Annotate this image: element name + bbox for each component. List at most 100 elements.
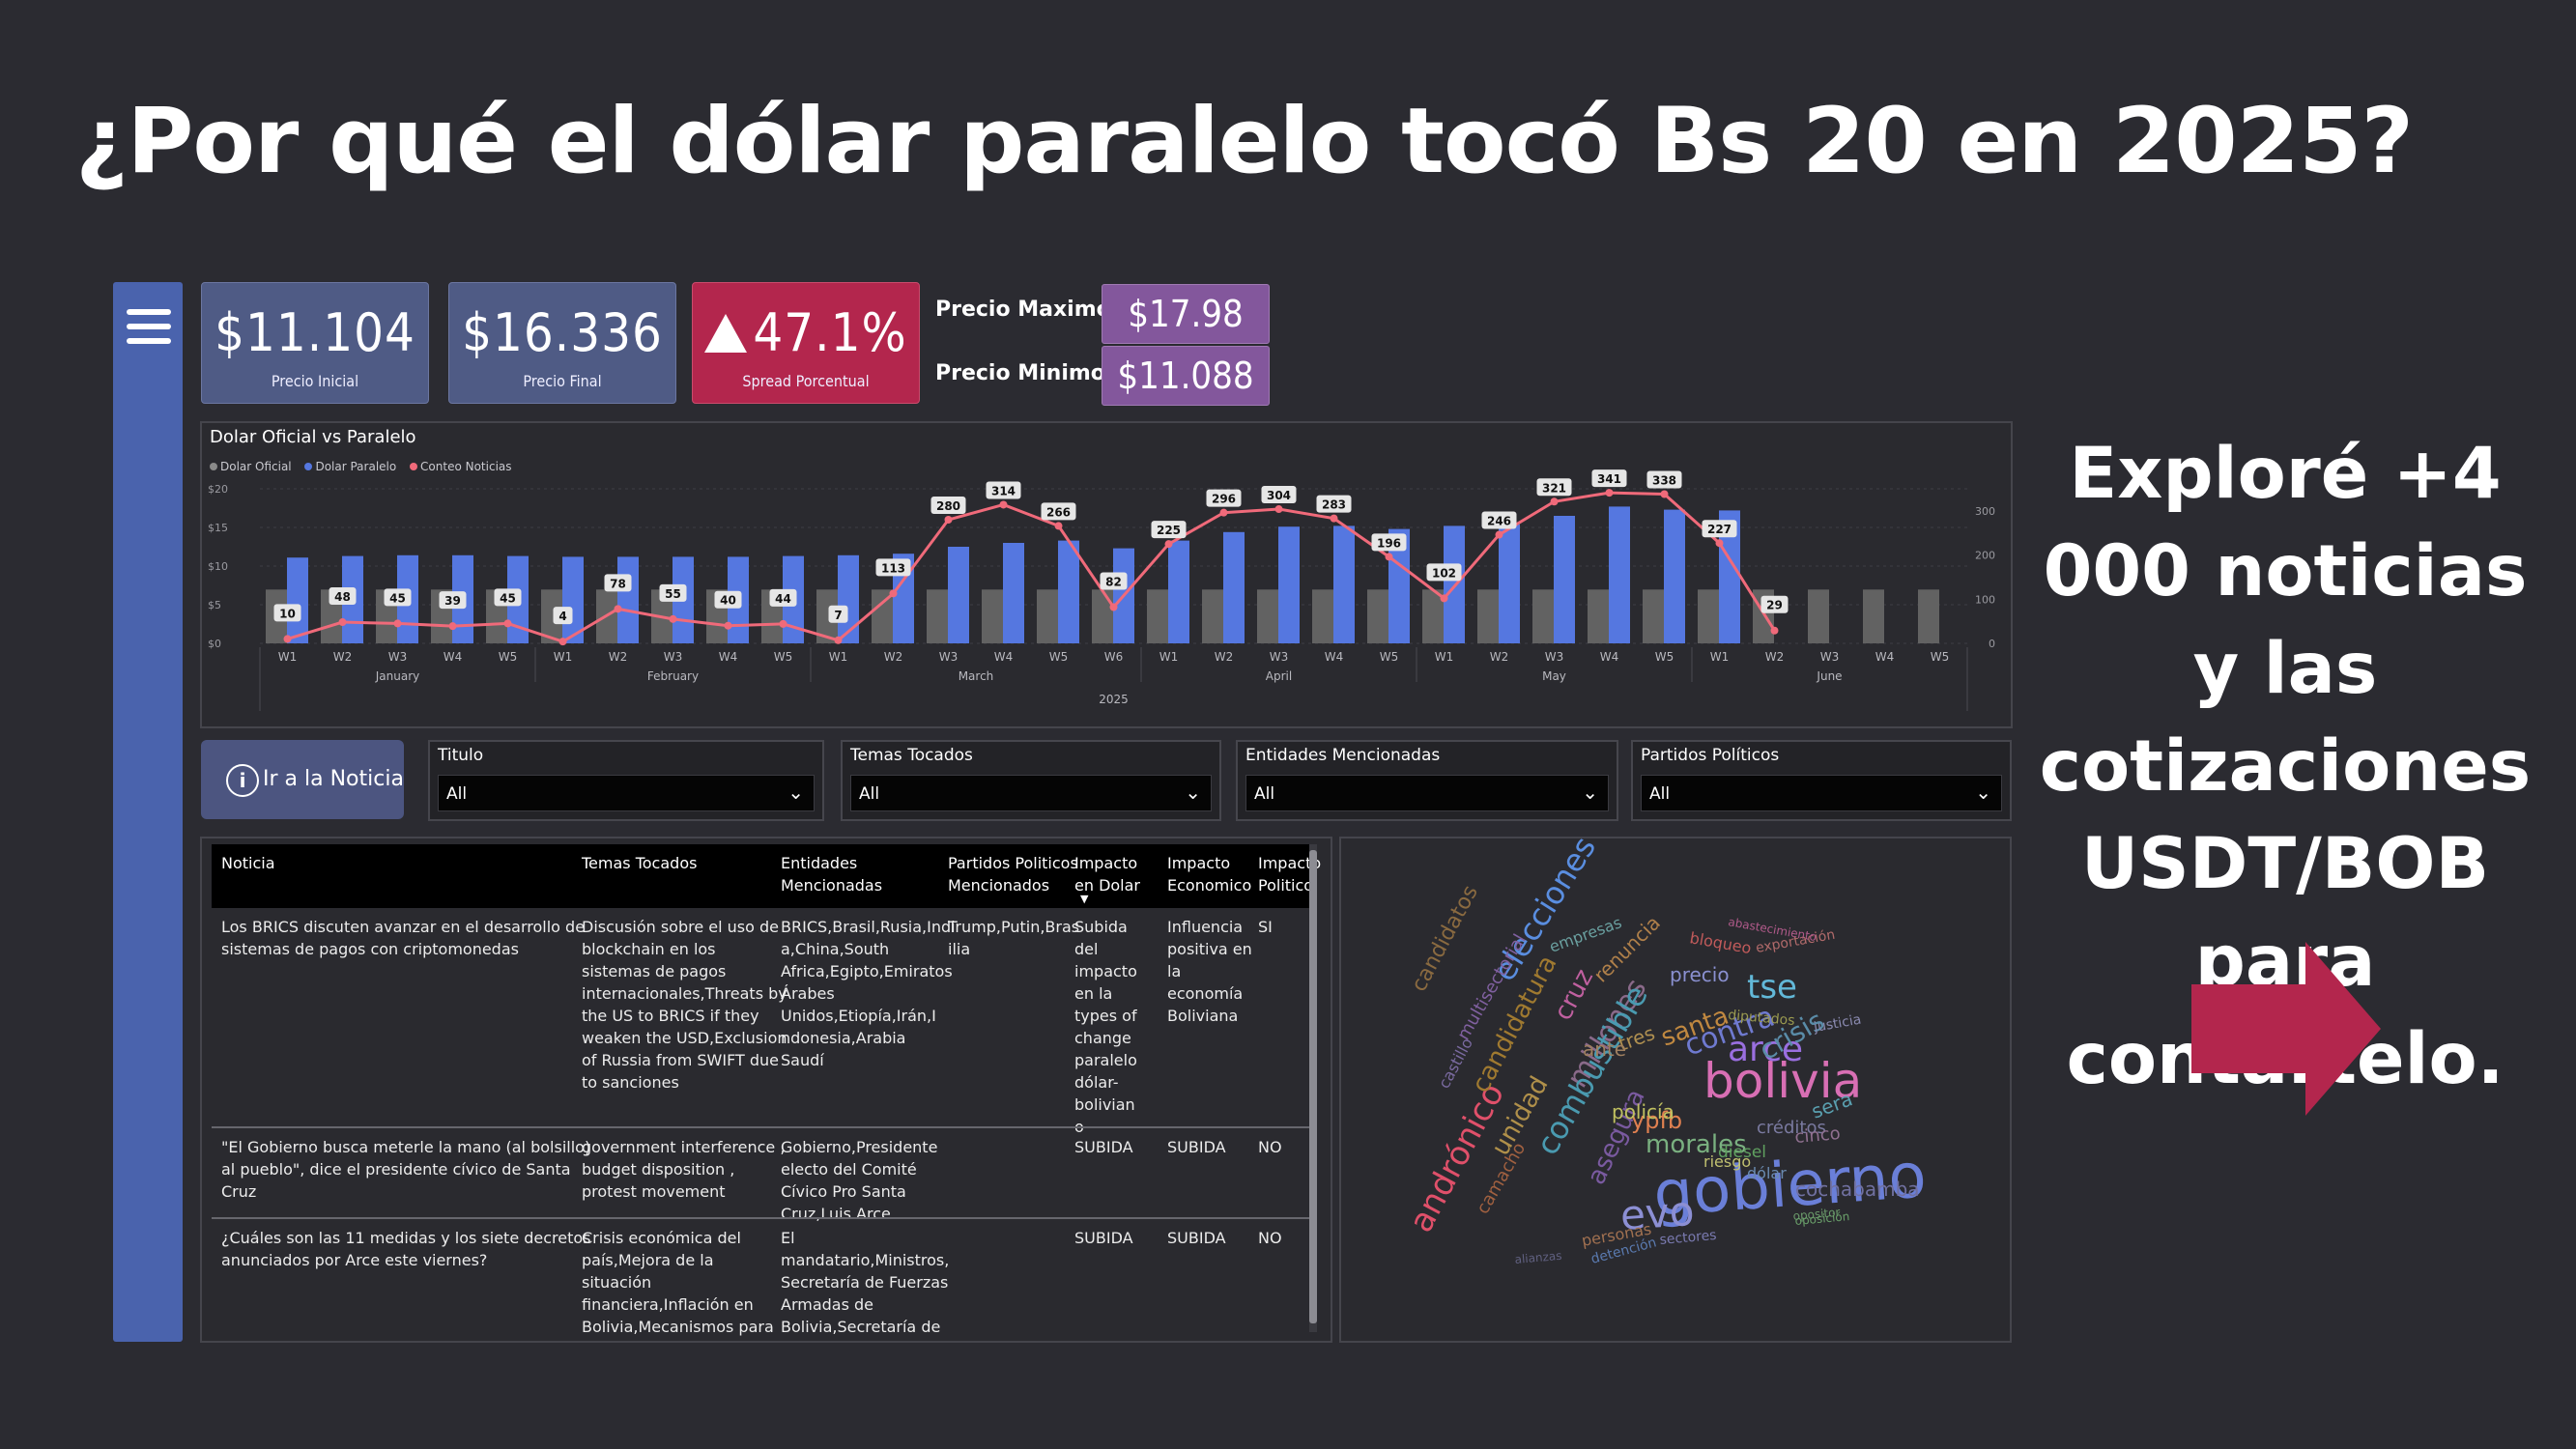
bar-dolar-paralelo[interactable] — [1278, 526, 1300, 643]
slicer-dropdown-entidades[interactable]: All ⌄ — [1245, 775, 1609, 811]
column-header[interactable]: Noticia — [221, 852, 275, 874]
point-conteo-noticias[interactable] — [338, 618, 347, 627]
bar-dolar-paralelo[interactable] — [948, 547, 969, 643]
sort-descending-icon[interactable]: ▼ — [1080, 893, 1089, 905]
column-header[interactable]: Entidades Mencionadas — [781, 852, 882, 896]
bar-dolar-oficial[interactable] — [1092, 589, 1113, 643]
point-conteo-noticias[interactable] — [999, 500, 1008, 509]
table-row[interactable]: "El Gobierno busca meterle la mano (al b… — [212, 1126, 1313, 1223]
point-conteo-noticias[interactable] — [834, 636, 843, 644]
column-header[interactable]: Impacto en Dolar — [1074, 852, 1140, 896]
bar-dolar-paralelo[interactable] — [1003, 543, 1024, 643]
word-cloud-word[interactable]: precio — [1670, 963, 1730, 986]
table-row[interactable]: ¿Cuáles son las 11 medidas y los siete d… — [212, 1217, 1313, 1341]
bar-dolar-paralelo[interactable] — [893, 554, 914, 643]
bar-dolar-oficial[interactable] — [1422, 589, 1444, 643]
table-row[interactable]: Los BRICS discuten avanzar en el desarro… — [212, 908, 1313, 1136]
word-cloud-word[interactable]: opositor — [1792, 1206, 1841, 1223]
ir-a-la-noticia-button[interactable]: i Ir a la Noticia — [201, 740, 404, 819]
point-conteo-noticias[interactable] — [1054, 522, 1063, 530]
word-cloud-word[interactable]: dólar — [1747, 1164, 1787, 1182]
word-cloud-word[interactable]: policía — [1612, 1100, 1674, 1123]
point-conteo-noticias[interactable] — [1715, 539, 1724, 548]
point-conteo-noticias[interactable] — [448, 622, 457, 631]
point-conteo-noticias[interactable] — [1164, 540, 1173, 549]
bar-dolar-paralelo[interactable] — [1333, 526, 1355, 643]
column-header[interactable]: Partidos Politicos Mencionados — [948, 852, 1078, 896]
bar-dolar-oficial[interactable] — [1588, 589, 1609, 643]
bar-dolar-oficial[interactable] — [1918, 589, 1939, 643]
bar-dolar-paralelo[interactable] — [1388, 528, 1410, 643]
word-cloud-word[interactable]: bolivia — [1703, 1053, 1862, 1109]
word-cloud-word[interactable]: evo — [1618, 1187, 1696, 1239]
point-conteo-noticias[interactable] — [1550, 497, 1559, 506]
bar-dolar-oficial[interactable] — [1643, 589, 1664, 643]
bar-dolar-paralelo[interactable] — [1554, 516, 1575, 643]
bar-dolar-paralelo[interactable] — [1664, 509, 1685, 643]
bar-dolar-paralelo[interactable] — [1609, 506, 1630, 643]
word-cloud-word[interactable]: diesel — [1718, 1143, 1766, 1162]
point-conteo-noticias[interactable] — [1219, 508, 1228, 517]
point-conteo-noticias[interactable] — [1274, 505, 1283, 514]
bar-dolar-paralelo[interactable] — [287, 557, 308, 643]
bar-dolar-oficial[interactable] — [541, 589, 562, 643]
point-conteo-noticias[interactable] — [393, 619, 402, 628]
bar-dolar-oficial[interactable] — [1312, 589, 1333, 643]
bar-dolar-oficial[interactable] — [1367, 589, 1388, 643]
word-cloud-word[interactable]: alianzas — [1514, 1249, 1562, 1266]
column-header[interactable]: Impacto Economico — [1167, 852, 1251, 896]
bar-dolar-oficial[interactable] — [927, 589, 948, 643]
bar-dolar-oficial[interactable] — [1202, 589, 1223, 643]
point-conteo-noticias[interactable] — [1330, 514, 1338, 523]
bar-dolar-oficial[interactable] — [1808, 589, 1829, 643]
column-header[interactable]: Temas Tocados — [582, 852, 697, 874]
legend-item-noticias[interactable]: Conteo Noticias — [410, 460, 512, 473]
slicer-dropdown-partidos[interactable]: All ⌄ — [1641, 775, 2002, 811]
point-conteo-noticias[interactable] — [724, 621, 732, 630]
point-conteo-noticias[interactable] — [1440, 594, 1448, 603]
word-cloud-word[interactable]: tse — [1747, 968, 1797, 1007]
word-cloud-word[interactable]: cinco — [1794, 1123, 1842, 1148]
legend-item-oficial[interactable]: Dolar Oficial — [210, 460, 292, 473]
word-cloud-word[interactable]: riesgo — [1703, 1152, 1751, 1171]
bar-dolar-oficial[interactable] — [1532, 589, 1554, 643]
bar-dolar-oficial[interactable] — [872, 589, 893, 643]
word-cloud-word[interactable]: morales — [1646, 1130, 1747, 1159]
bar-dolar-oficial[interactable] — [1257, 589, 1278, 643]
bar-dolar-paralelo[interactable] — [1223, 531, 1245, 643]
point-conteo-noticias[interactable] — [1385, 553, 1393, 561]
table-scrollbar[interactable] — [1309, 844, 1317, 1332]
bar-dolar-oficial[interactable] — [1147, 589, 1168, 643]
point-conteo-noticias[interactable] — [283, 635, 292, 643]
word-cloud-word[interactable]: créditos — [1757, 1118, 1826, 1138]
bar-dolar-oficial[interactable] — [1863, 589, 1884, 643]
word-cloud-word[interactable]: ypfb — [1631, 1107, 1682, 1134]
bar-dolar-paralelo[interactable] — [1499, 524, 1520, 643]
point-conteo-noticias[interactable] — [1660, 490, 1669, 498]
word-cloud-word[interactable]: ante — [1583, 1037, 1626, 1061]
point-conteo-noticias[interactable] — [1605, 489, 1614, 497]
bar-dolar-oficial[interactable] — [1477, 589, 1499, 643]
word-cloud-word[interactable]: oposición — [1794, 1209, 1850, 1228]
word-cloud-word[interactable]: andrónico — [1402, 1077, 1512, 1239]
scrollbar-thumb[interactable] — [1309, 850, 1317, 1323]
point-conteo-noticias[interactable] — [503, 619, 512, 628]
bar-dolar-paralelo[interactable] — [1719, 510, 1740, 643]
bar-dolar-paralelo[interactable] — [617, 556, 639, 643]
point-conteo-noticias[interactable] — [944, 516, 953, 524]
bar-dolar-paralelo[interactable] — [1168, 540, 1189, 643]
word-cloud-word[interactable]: bloqueo — [1688, 928, 1753, 957]
slicer-dropdown-titulo[interactable]: All ⌄ — [438, 775, 815, 811]
legend-item-paralelo[interactable]: Dolar Paralelo — [304, 460, 396, 473]
point-conteo-noticias[interactable] — [1109, 603, 1118, 611]
word-cloud-word[interactable]: cochabamba — [1795, 1178, 1920, 1201]
bar-dolar-oficial[interactable] — [982, 589, 1003, 643]
bar-dolar-oficial[interactable] — [1698, 589, 1719, 643]
slicer-dropdown-temas[interactable]: All ⌄ — [850, 775, 1212, 811]
word-cloud-word[interactable]: sectores — [1659, 1228, 1717, 1248]
point-conteo-noticias[interactable] — [889, 589, 898, 598]
hamburger-menu-icon[interactable] — [127, 309, 171, 353]
word-cloud-word[interactable]: diputados — [1728, 1008, 1795, 1029]
point-conteo-noticias[interactable] — [669, 614, 677, 623]
bar-dolar-oficial[interactable] — [1037, 589, 1058, 643]
